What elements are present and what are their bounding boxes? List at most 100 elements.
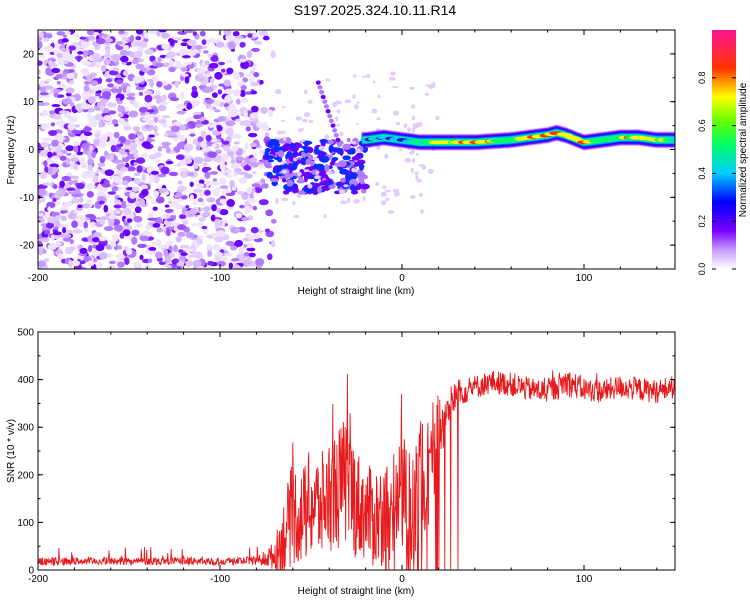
spec-ytick-label: -10: [20, 193, 35, 204]
spectrogram-streak-cell: [337, 142, 343, 147]
spectrogram-noise-cell: [66, 187, 76, 191]
spectrogram-noise-cell: [126, 166, 136, 172]
spectrogram-noise-cell: [136, 165, 143, 173]
spectrogram-noise-cell: [156, 80, 163, 88]
spectrogram-noise-cell: [184, 75, 190, 84]
spectrogram-noise-cell: [198, 192, 204, 198]
spectrogram-transition-cell: [356, 152, 362, 158]
spectrogram-noise-cell: [186, 102, 193, 110]
spectrogram-noise-cell: [82, 60, 92, 66]
spectrogram-noise-cell: [226, 59, 233, 64]
spectrogram-noise-cell: [49, 110, 55, 115]
spectrogram-streak-cell: [328, 118, 334, 124]
spectrogram-faint-cell: [398, 148, 403, 151]
spectrogram-noise-cell: [258, 160, 263, 165]
colorbar-gradient: [712, 30, 736, 269]
spectrogram-faint-cell: [351, 167, 357, 173]
spectrogram-noise-cell: [38, 213, 44, 217]
spectrogram-noise-cell: [71, 129, 82, 135]
spectrogram-noise-cell: [126, 187, 134, 191]
spectrogram-faint-cell: [344, 99, 351, 104]
spectrogram-noise-cell: [239, 58, 247, 63]
spectrogram-noise-cell: [53, 92, 59, 98]
spectrogram-noise-cell: [185, 157, 193, 164]
spectrogram-noise-cell: [253, 40, 263, 45]
spectrogram-noise-cell: [186, 172, 195, 177]
spectrogram-noise-cell: [66, 72, 75, 79]
chart-title: S197.2025.324.10.11.R14: [293, 2, 457, 18]
spectrogram-noise-cell: [120, 200, 127, 209]
spectrogram-noise-cell: [110, 239, 117, 248]
spectrogram-noise-cell: [135, 132, 143, 136]
spectrogram-faint-cell: [323, 214, 327, 219]
spectrogram-transition-cell: [319, 138, 328, 144]
spectrogram-noise-cell: [174, 80, 180, 89]
spectrogram-transition-cell: [283, 140, 293, 145]
spectrogram-noise-cell: [207, 181, 214, 186]
spectrogram-noise-cell: [44, 229, 51, 235]
spectrogram-noise-cell: [147, 258, 153, 263]
spectrogram-noise-cell: [97, 162, 106, 167]
spectrogram-noise-cell: [217, 89, 223, 95]
spectrogram-noise-cell: [139, 40, 148, 49]
spectrogram-noise-cell: [157, 56, 162, 63]
spectrogram-noise-cell: [81, 203, 91, 209]
spectrogram-noise-cell: [59, 155, 67, 161]
spectrogram-faint-cell: [416, 178, 422, 183]
spectrogram-noise-cell: [48, 165, 53, 174]
spectrogram-noise-cell: [246, 186, 253, 195]
spectrogram-noise-cell: [248, 157, 258, 163]
spectrogram-noise-cell: [98, 120, 103, 128]
spectrogram-faint-cell: [309, 119, 314, 124]
spectrogram-faint-cell: [354, 104, 359, 110]
spectrogram-noise-cell: [232, 145, 239, 152]
spectrogram-faint-cell: [395, 121, 401, 126]
spectrogram-transition-cell: [360, 174, 365, 181]
spectrogram-noise-cell: [177, 185, 187, 191]
spectrogram-noise-cell: [161, 115, 171, 119]
spectrogram-noise-cell: [193, 111, 202, 116]
spectrogram-noise-cell: [91, 86, 100, 92]
spectrogram-noise-cell: [91, 151, 96, 159]
spectrogram-noise-cell: [196, 222, 205, 226]
spectrogram-noise-cell: [53, 116, 61, 120]
spectrogram-noise-cell: [204, 171, 211, 179]
spectrogram-noise-cell: [117, 245, 123, 250]
spectrogram-noise-cell: [143, 90, 154, 95]
spectrogram-noise-cell: [95, 38, 106, 45]
spectrogram-noise-cell: [240, 61, 250, 69]
spectrogram-noise-cell: [157, 244, 167, 249]
spectrogram-noise-cell: [180, 252, 188, 256]
spectrogram-noise-cell: [166, 218, 174, 222]
spectrogram-noise-cell: [147, 212, 154, 219]
colorbar-label: Normalized spectral amplitude: [738, 82, 749, 217]
spectrogram-faint-cell: [318, 145, 325, 151]
spectrogram-noise-cell: [132, 58, 140, 65]
spectrogram-noise-cell: [192, 31, 198, 36]
spectrogram-noise-cell: [95, 129, 102, 134]
spectrogram-noise-cell: [177, 231, 186, 238]
spectrogram-noise-cell: [80, 103, 91, 110]
spectrogram-noise-cell: [58, 110, 68, 115]
spectrogram-noise-cell: [232, 31, 240, 37]
spectrogram-faint-cell: [296, 194, 302, 198]
spectrogram-ylabel: Frequency (Hz): [6, 116, 17, 185]
spectrogram-noise-cell: [44, 85, 54, 89]
spectrogram-noise-cell: [105, 78, 113, 83]
spectrogram-noise-cell: [231, 258, 240, 262]
spectrogram-noise-cell: [223, 30, 232, 37]
spectrogram-xlabel: Height of straight line (km): [298, 286, 415, 297]
spectrogram-faint-cell: [303, 112, 311, 118]
spectrogram-noise-cell: [207, 261, 215, 266]
spectrogram-noise-cell: [235, 118, 242, 122]
spectrogram-faint-cell: [407, 126, 411, 133]
spectrogram-faint-cell: [297, 128, 303, 133]
spectrogram-noise-cell: [237, 35, 244, 40]
spectrogram-faint-cell: [307, 99, 313, 104]
spectrogram-noise-cell: [125, 149, 130, 153]
spectrogram-noise-cell: [218, 61, 226, 66]
spectrogram-noise-cell: [239, 41, 246, 48]
spectrogram-noise-cell: [249, 142, 258, 148]
